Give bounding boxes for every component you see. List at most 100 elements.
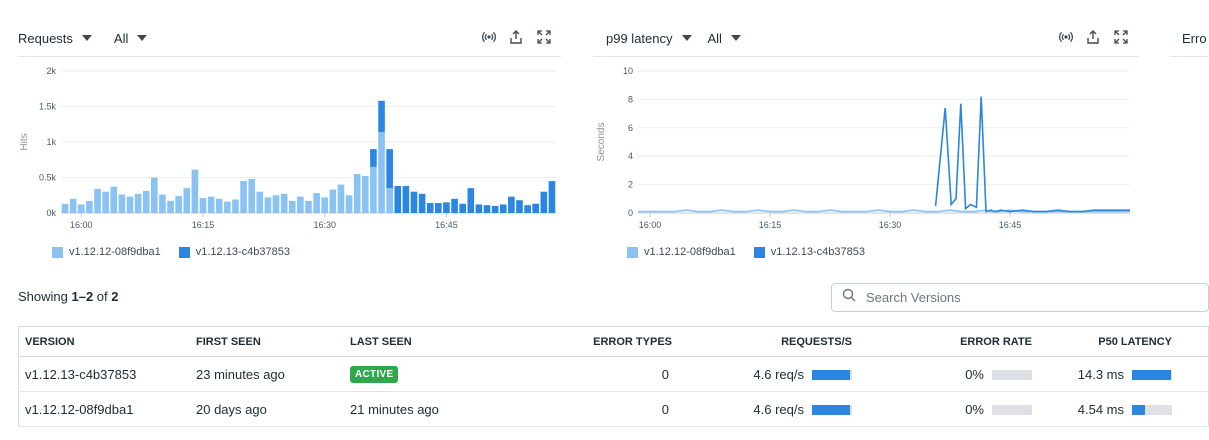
latency-panel: p99 latency All 0 2 4 6 8 10 Seconds 16:00 16:15… <box>593 20 1138 258</box>
bar[interactable] <box>426 203 434 213</box>
bar[interactable] <box>345 195 353 213</box>
p50-latency-value: 14.3 ms <box>1077 366 1124 382</box>
column-header-last-seen[interactable]: LAST SEEN <box>344 326 496 357</box>
live-stream-icon[interactable] <box>479 28 497 46</box>
bar[interactable] <box>483 205 491 213</box>
bar[interactable] <box>207 196 215 213</box>
bar[interactable] <box>467 188 475 213</box>
expand-icon[interactable] <box>1112 28 1130 46</box>
bar[interactable] <box>475 204 483 213</box>
bar[interactable] <box>297 196 304 213</box>
bar[interactable] <box>524 205 531 213</box>
bar[interactable] <box>435 203 442 213</box>
bar[interactable] <box>86 200 93 213</box>
export-icon[interactable] <box>507 28 525 46</box>
bar[interactable] <box>378 100 385 133</box>
bar[interactable] <box>418 193 426 213</box>
bar[interactable] <box>321 197 329 213</box>
bar[interactable] <box>69 198 77 213</box>
bar[interactable] <box>167 200 174 213</box>
bar[interactable] <box>248 178 256 213</box>
metric-dropdown[interactable]: Erro <box>1182 31 1209 46</box>
metric-dropdown[interactable]: Requests <box>18 31 114 46</box>
filter-dropdown[interactable]: All <box>114 31 169 46</box>
search-box[interactable] <box>831 283 1209 312</box>
bar[interactable] <box>508 196 515 213</box>
bar[interactable] <box>288 200 296 213</box>
export-icon[interactable] <box>1084 28 1102 46</box>
bar[interactable] <box>126 196 134 213</box>
bar[interactable] <box>516 200 523 213</box>
bar[interactable] <box>443 202 450 213</box>
bar[interactable] <box>102 191 109 213</box>
bar[interactable] <box>459 203 466 213</box>
bar[interactable] <box>386 188 393 213</box>
bar[interactable] <box>532 203 540 213</box>
bar[interactable] <box>272 195 280 213</box>
bar[interactable] <box>499 204 507 213</box>
table-row[interactable]: v1.12.13-c4b37853 23 minutes ago ACTIVE … <box>18 356 1209 392</box>
bar[interactable] <box>353 173 361 213</box>
bar[interactable] <box>305 200 312 213</box>
table-row[interactable]: v1.12.12-08f9dba1 20 days ago 21 minutes… <box>18 391 1209 427</box>
bar[interactable] <box>548 181 556 213</box>
column-header-p50-latency[interactable]: P50 LATENCY <box>1038 326 1209 357</box>
expand-icon[interactable] <box>535 28 553 46</box>
search-input[interactable] <box>864 289 1188 306</box>
column-header-error-types[interactable]: ERROR TYPES <box>496 326 678 357</box>
bar[interactable] <box>232 199 239 213</box>
bar[interactable] <box>256 191 264 213</box>
bar[interactable] <box>337 184 345 213</box>
legend-item[interactable]: v1.12.12-08f9dba1 <box>627 246 736 258</box>
live-stream-icon[interactable] <box>1056 28 1074 46</box>
bar[interactable] <box>329 189 337 213</box>
bar[interactable] <box>378 132 385 213</box>
bar[interactable] <box>183 188 191 213</box>
bar[interactable] <box>215 198 223 213</box>
bar[interactable] <box>491 205 499 213</box>
error-rate-bar <box>992 405 1032 416</box>
x-tick-label: 16:00 <box>639 220 662 230</box>
column-header-first-seen[interactable]: FIRST SEEN <box>190 326 344 357</box>
bar[interactable] <box>199 198 207 213</box>
bar[interactable] <box>77 204 85 213</box>
bar[interactable] <box>61 203 69 213</box>
bar[interactable] <box>151 177 158 214</box>
bar[interactable] <box>118 194 126 213</box>
y-tick-label: 0 <box>628 208 633 218</box>
bar[interactable] <box>410 191 418 213</box>
bar[interactable] <box>224 201 231 213</box>
bar[interactable] <box>370 166 377 213</box>
column-header-version[interactable]: VERSION <box>18 326 190 357</box>
column-header-requests[interactable]: REQUESTS/S <box>678 326 858 357</box>
last-seen-cell: 21 minutes ago <box>344 391 496 427</box>
legend-item[interactable]: v1.12.12-08f9dba1 <box>52 246 161 258</box>
bar[interactable] <box>451 198 458 213</box>
bar[interactable] <box>175 195 182 213</box>
bar[interactable] <box>370 149 377 167</box>
bar[interactable] <box>540 191 548 213</box>
legend-item[interactable]: v1.12.13-c4b37853 <box>178 246 290 258</box>
version-link[interactable]: v1.12.12-08f9dba1 <box>18 391 190 427</box>
bar[interactable] <box>313 193 320 213</box>
legend-item[interactable]: v1.12.13-c4b37853 <box>753 246 865 258</box>
bar[interactable] <box>159 194 166 213</box>
bar[interactable] <box>386 149 393 189</box>
bar[interactable] <box>134 193 142 213</box>
version-link[interactable]: v1.12.13-c4b37853 <box>18 356 190 392</box>
filter-dropdown[interactable]: All <box>708 31 763 46</box>
bar[interactable] <box>142 190 150 213</box>
bar[interactable] <box>191 169 199 213</box>
chart-legend: v1.12.12-08f9dba1 v1.12.13-c4b37853 <box>627 246 865 258</box>
bar[interactable] <box>402 186 410 213</box>
series-line[interactable] <box>934 96 1130 213</box>
bar[interactable] <box>394 186 402 213</box>
bar[interactable] <box>264 197 272 213</box>
bar[interactable] <box>361 176 369 213</box>
bar[interactable] <box>110 186 118 213</box>
bar[interactable] <box>240 181 247 213</box>
metric-dropdown[interactable]: p99 latency <box>606 31 708 46</box>
bar[interactable] <box>280 193 288 213</box>
bar[interactable] <box>94 188 101 213</box>
column-header-error-rate[interactable]: ERROR RATE <box>858 326 1038 357</box>
